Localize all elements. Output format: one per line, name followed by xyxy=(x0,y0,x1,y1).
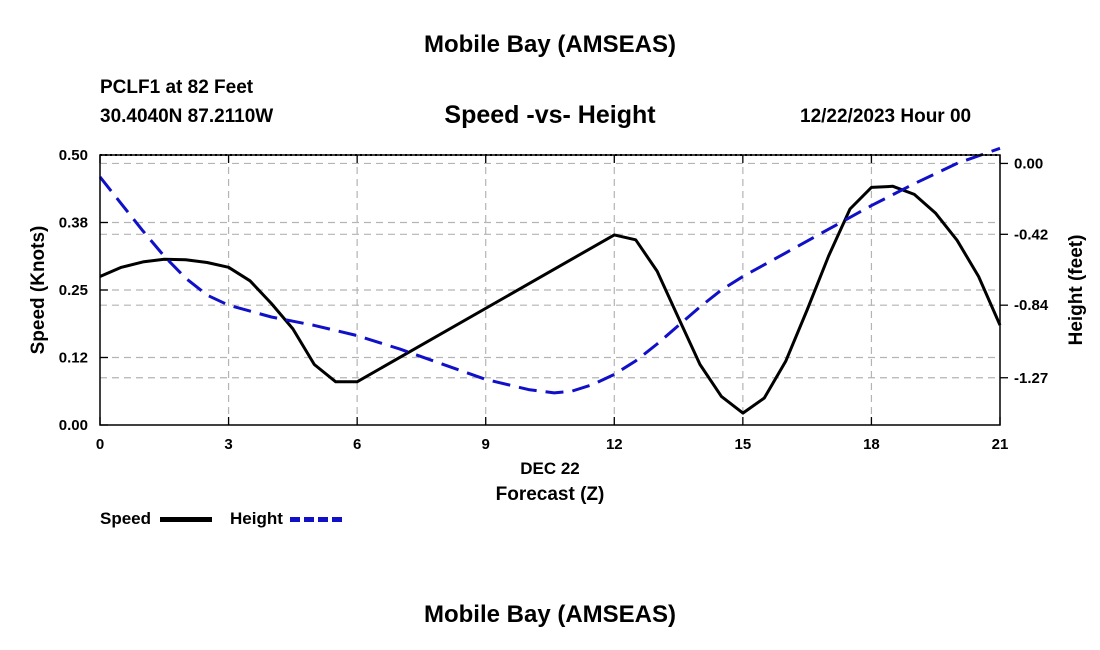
chart-title: Mobile Bay (AMSEAS) xyxy=(423,31,677,58)
legend-height-label: Height xyxy=(230,509,283,528)
legend-speed-swatch xyxy=(160,517,212,522)
x-tick-label: 3 xyxy=(224,436,232,453)
y-axis-right-label: Height (feet) xyxy=(1066,235,1087,346)
y-right-tick-label: -0.84 xyxy=(1014,297,1049,314)
y-left-tick-label: 0.50 xyxy=(59,147,88,164)
x-tick-label: 12 xyxy=(606,436,623,453)
speed-height-chart: 0 3 6 9 12 15 18 21 0.00 0.12 0.25 0.38 0.50 0.00 -0.4… xyxy=(28,146,1087,505)
forecast-datetime: 12/22/2023 Hour 00 xyxy=(800,106,972,127)
y-left-tick-label: 0.00 xyxy=(59,417,88,434)
y-axis-left-label: Speed (Knots) xyxy=(28,226,49,355)
y-left-tick-label: 0.12 xyxy=(59,350,88,367)
footer-title: Mobile Bay (AMSEAS) xyxy=(423,601,677,628)
axes: 0 3 6 9 12 15 18 21 0.00 0.12 0.25 0.38 0.50 0.00 -0.4… xyxy=(59,147,1049,453)
x-tick-label: 0 xyxy=(96,436,104,453)
x-axis-label: Forecast (Z) xyxy=(496,484,605,505)
x-tick-label: 15 xyxy=(735,436,752,453)
height-series-line xyxy=(98,146,1001,395)
x-tick-label: 18 xyxy=(863,436,880,453)
legend-speed-label: Speed xyxy=(100,509,152,528)
x-tick-label: 6 xyxy=(353,436,361,453)
station-label: PCLF1 at 82 Feet xyxy=(100,77,254,98)
x-tick-label: 9 xyxy=(482,436,490,453)
grid xyxy=(100,155,1000,425)
y-left-tick-label: 0.25 xyxy=(59,282,88,299)
station-coordinates: 30.4040N 87.2110W xyxy=(100,106,274,127)
x-axis-date-label: DEC 22 xyxy=(520,459,580,478)
chart-subtitle: Speed -vs- Height xyxy=(444,101,656,129)
series xyxy=(98,146,1002,415)
speed-series-line xyxy=(99,184,1002,415)
y-left-tick-label: 0.38 xyxy=(59,215,88,232)
x-tick-label: 21 xyxy=(992,436,1009,453)
y-right-tick-label: -1.27 xyxy=(1014,370,1048,387)
y-right-tick-label: 0.00 xyxy=(1014,155,1043,172)
legend-height-swatch xyxy=(290,517,342,522)
y-right-tick-label: -0.42 xyxy=(1014,226,1048,243)
